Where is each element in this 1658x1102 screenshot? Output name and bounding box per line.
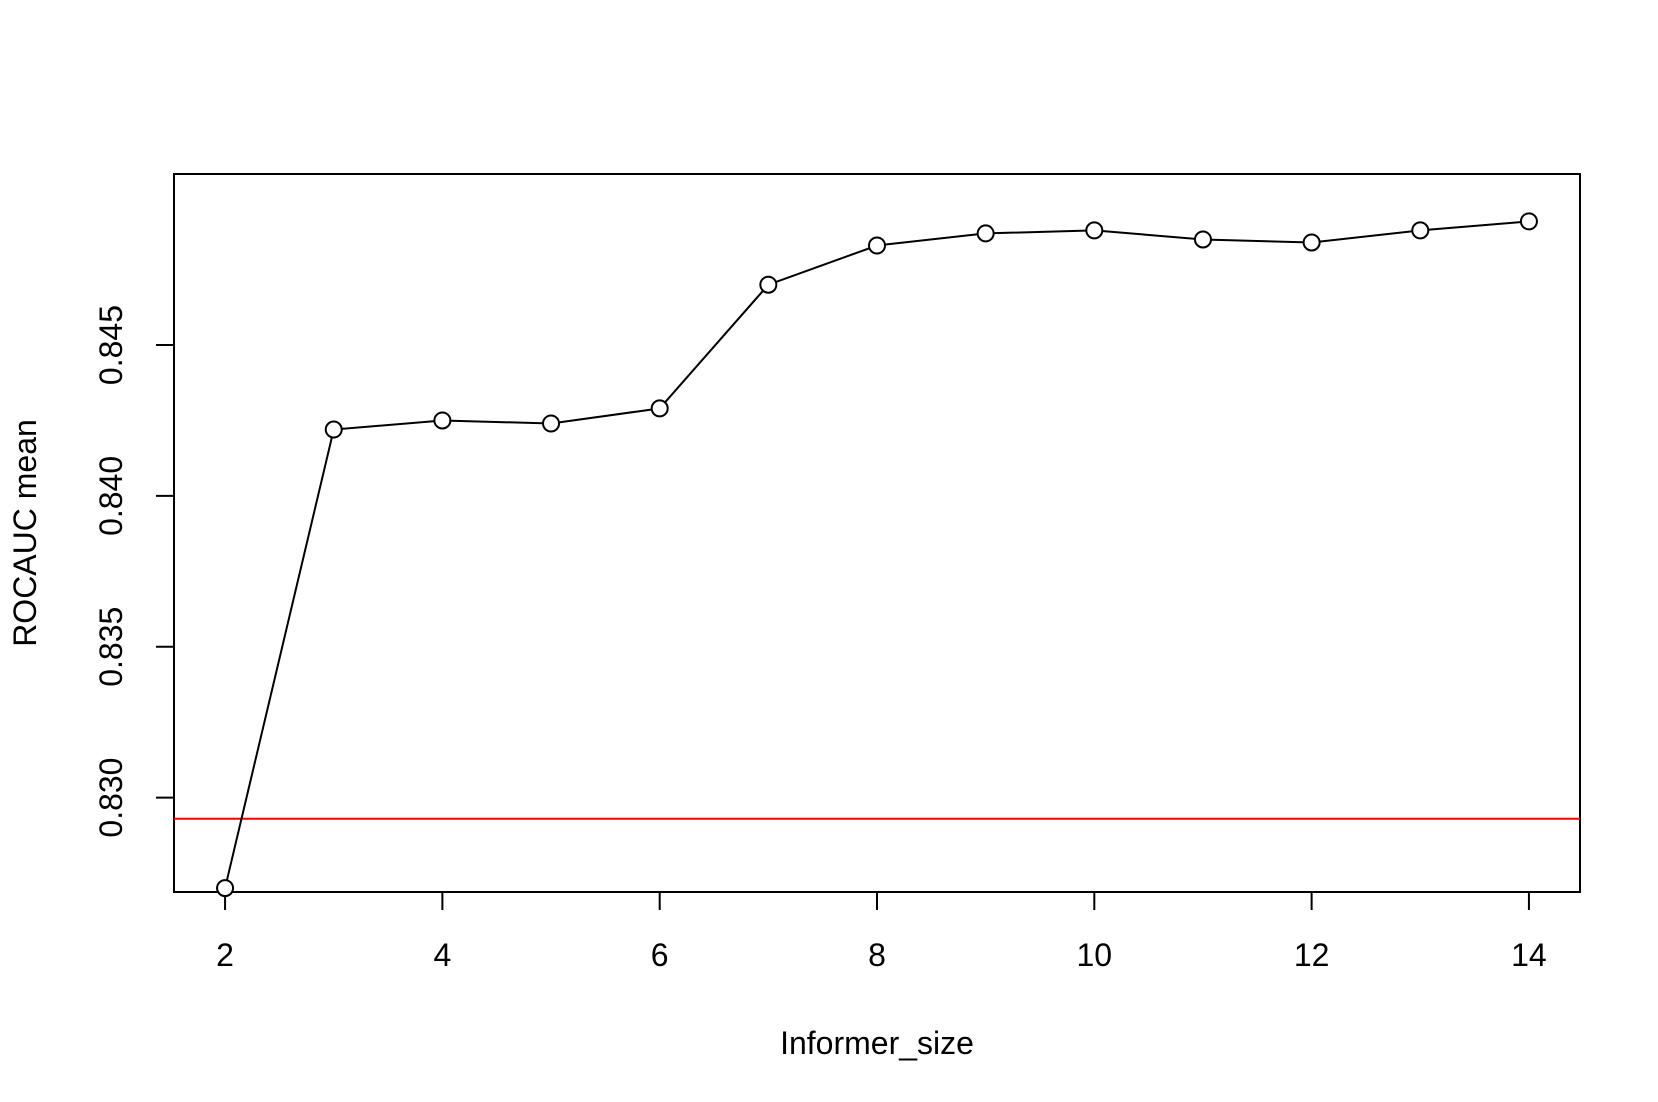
data-point: [1085, 221, 1104, 240]
y-axis-label: ROCAUC mean: [7, 419, 43, 647]
y-axis: 0.830 0.835 0.840 0.845: [93, 305, 175, 838]
x-axis: 2 4 6 8 10 12 14: [216, 891, 1547, 973]
data-point: [1519, 212, 1538, 231]
x-tick-label: 4: [433, 937, 451, 973]
data-point: [759, 275, 778, 294]
y-tick-label: 0.845: [93, 305, 129, 385]
series-line: [224, 220, 1530, 889]
data-point: [868, 236, 886, 255]
data-point: [650, 399, 669, 418]
data-point: [1302, 233, 1321, 252]
y-tick-label: 0.830: [93, 758, 129, 838]
series-group: [216, 212, 1538, 898]
data-point: [976, 224, 995, 243]
data-point: [1193, 230, 1212, 249]
y-tick-label: 0.835: [93, 607, 129, 687]
y-tick-label: 0.840: [93, 456, 129, 536]
data-point: [433, 411, 452, 430]
data-point: [324, 420, 343, 439]
data-point: [216, 879, 235, 898]
data-point: [542, 414, 561, 433]
x-tick-label: 2: [216, 937, 234, 973]
plot-frame: [173, 173, 1581, 893]
x-tick-label: 12: [1294, 937, 1330, 973]
x-axis-label: Informer_size: [780, 1025, 974, 1061]
x-tick-label: 6: [651, 937, 669, 973]
x-tick-label: 14: [1511, 937, 1547, 973]
data-point: [1411, 221, 1430, 240]
x-tick-label: 8: [868, 937, 886, 973]
x-tick-label: 10: [1077, 937, 1113, 973]
